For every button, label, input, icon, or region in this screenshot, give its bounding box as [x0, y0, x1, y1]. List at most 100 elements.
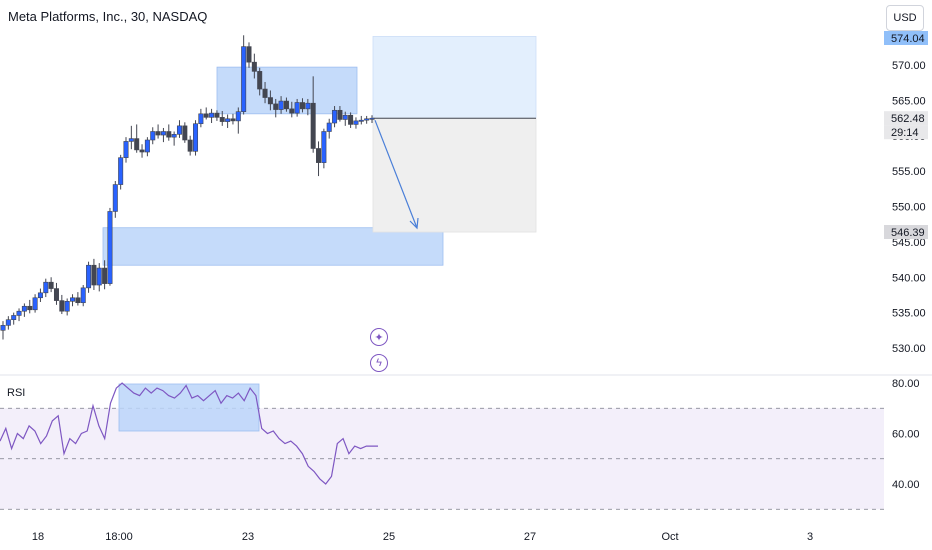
candle-body	[251, 61, 257, 72]
candle-body	[144, 139, 150, 153]
candle-body	[198, 113, 204, 125]
candle-body	[219, 117, 225, 122]
time-axis-label: 25	[383, 531, 395, 543]
current-price-tag-bg	[884, 111, 928, 126]
candle-body	[241, 46, 247, 112]
candle-body	[27, 305, 33, 311]
candle-body	[21, 305, 27, 312]
current-price-tag: 562.48	[891, 113, 925, 125]
countdown-tag-bg	[884, 125, 928, 140]
time-axis-label: 3	[807, 531, 813, 543]
candle-body	[283, 100, 289, 110]
top-price-tag-bg	[884, 31, 928, 45]
candle-body	[214, 112, 220, 118]
candle-body	[16, 310, 22, 316]
candle-body	[96, 267, 102, 286]
candle-body	[43, 281, 49, 294]
candle-body	[316, 148, 322, 163]
rsi-axis-label: 80.00	[892, 378, 920, 390]
projection-range-area	[372, 117, 537, 233]
top-price-tag: 574.04	[891, 33, 925, 45]
candle-body	[182, 125, 188, 141]
candle-body	[203, 113, 209, 118]
time-axis-label: 18:00	[105, 531, 133, 543]
candle-body	[364, 118, 370, 121]
candle-body	[246, 46, 252, 63]
candle-body	[112, 184, 118, 212]
candle-body	[353, 120, 359, 125]
time-axis-label: Oct	[661, 531, 678, 543]
rsi-line	[0, 382, 378, 485]
projection-arrow	[374, 119, 418, 229]
rsi-label: RSI	[7, 387, 26, 399]
target-price-tag: 546.39	[891, 227, 925, 239]
price-axis-label: 555.00	[892, 166, 926, 178]
candle-body	[166, 131, 172, 138]
candle-body	[299, 102, 305, 110]
price-axis-label: 545.00	[892, 237, 926, 249]
candle-body	[294, 102, 300, 114]
candle-body	[53, 288, 59, 301]
candle-body	[289, 108, 295, 114]
candle-body	[48, 281, 54, 289]
candle-body	[193, 123, 199, 152]
candle-body	[262, 88, 268, 98]
target-price-tag-bg	[884, 225, 928, 239]
candle-body	[150, 131, 156, 141]
candle-body	[86, 264, 92, 289]
candle-body	[230, 118, 236, 122]
candle-body	[225, 118, 231, 122]
candle-body	[123, 141, 129, 158]
candle-body	[102, 267, 108, 284]
price-axis-label: 530.00	[892, 343, 926, 355]
candle-body	[171, 134, 177, 138]
candle-body	[332, 109, 338, 124]
candle-body	[59, 300, 65, 312]
candle-body	[187, 139, 193, 152]
price-axis-label: 540.00	[892, 272, 926, 284]
candle-body	[155, 131, 161, 136]
price-axis-label: 535.00	[892, 308, 926, 320]
candle-body	[107, 211, 113, 284]
rsi-axis-label: 40.00	[892, 479, 920, 491]
candle-body	[37, 292, 43, 299]
candle-body	[134, 138, 140, 151]
candle-body	[305, 102, 311, 110]
candle-body	[64, 301, 70, 312]
countdown-tag: 29:14	[891, 127, 919, 139]
projection-arrowhead	[409, 217, 419, 230]
projection-profit-area	[372, 36, 537, 119]
lightning-icon[interactable]: ϟ	[370, 354, 388, 372]
candle-body	[209, 112, 215, 118]
candle-body	[139, 149, 145, 153]
price-axis-label: 550.00	[892, 202, 926, 214]
candle-body	[91, 264, 97, 286]
candle-body	[337, 109, 343, 120]
symbol-title: Meta Platforms, Inc., 30, NASDAQ	[8, 9, 208, 24]
sparkle-icon[interactable]: ✦	[370, 328, 388, 346]
candle-body	[348, 114, 354, 125]
supply-demand-zone	[102, 227, 444, 266]
candle-body	[321, 131, 327, 163]
currency-button[interactable]: USD	[886, 5, 924, 31]
candle-body	[310, 102, 316, 149]
candle-body	[32, 297, 38, 311]
candle-body	[160, 131, 166, 136]
candle-body	[267, 97, 273, 105]
candle-body	[5, 319, 11, 326]
candle-body	[326, 122, 332, 132]
candle-body	[70, 297, 76, 302]
candle-body	[257, 71, 263, 90]
candle-body	[369, 117, 375, 120]
candle-body	[128, 138, 134, 142]
candle-body	[278, 100, 284, 110]
candle-body	[11, 315, 17, 320]
candle-body	[0, 325, 6, 331]
candle-body	[358, 119, 364, 122]
time-axis-label: 18	[32, 531, 44, 543]
price-axis-label: 570.00	[892, 60, 926, 72]
candle-body	[273, 103, 279, 110]
rsi-axis-label: 60.00	[892, 429, 920, 441]
candle-body	[235, 111, 241, 122]
